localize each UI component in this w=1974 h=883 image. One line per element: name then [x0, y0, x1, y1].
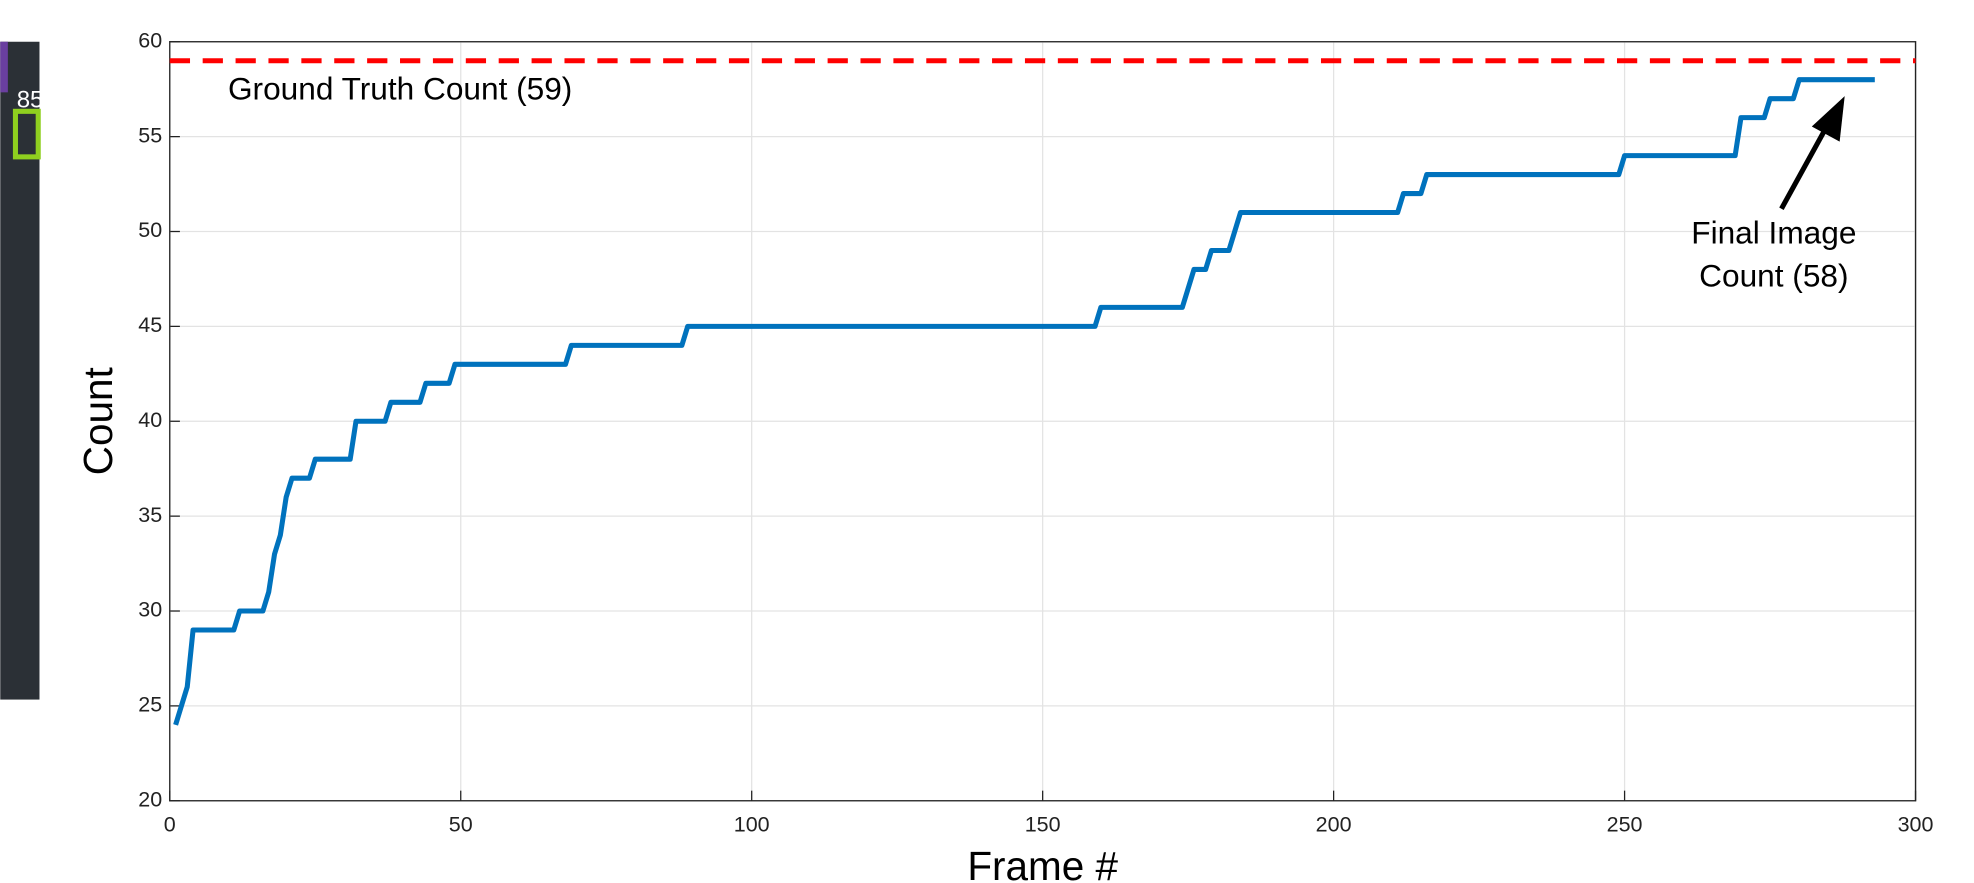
- x-tick-label: 200: [1316, 813, 1352, 837]
- y-tick-label: 20: [138, 787, 162, 811]
- chart: 85 Frame # Count 20 25 30 35 40 45 50 55 60 0 50 10…: [0, 0, 1974, 883]
- y-tick-label: 25: [138, 693, 162, 717]
- x-tick-label: 300: [1898, 813, 1934, 837]
- annotation: Ground Truth Count (59): [228, 70, 572, 106]
- side-image-box: [0, 42, 8, 93]
- annotation: Count (58): [1699, 258, 1848, 294]
- y-tick-label: 50: [138, 218, 162, 242]
- y-tick-label: 35: [138, 503, 162, 527]
- side-image: [0, 42, 39, 700]
- y-tick-label: 60: [138, 28, 162, 52]
- x-tick-label: 250: [1607, 813, 1643, 837]
- y-tick-label: 30: [138, 598, 162, 622]
- x-tick-label: 0: [164, 813, 176, 837]
- side-image-label: 85: [17, 87, 44, 114]
- x-axis-label: Frame #: [967, 843, 1118, 883]
- page: 85 Frame # Count 20 25 30 35 40 45 50 55 60 0 50 10…: [0, 0, 1974, 883]
- y-tick-label: 45: [138, 313, 162, 337]
- y-axis-label: Count: [75, 367, 121, 475]
- x-tick-label: 100: [734, 813, 770, 837]
- y-tick-label: 55: [138, 123, 162, 147]
- x-tick-label: 150: [1025, 813, 1061, 837]
- annotation: Final Image: [1691, 215, 1856, 251]
- y-tick-label: 40: [138, 408, 162, 432]
- x-tick-label: 50: [449, 813, 473, 837]
